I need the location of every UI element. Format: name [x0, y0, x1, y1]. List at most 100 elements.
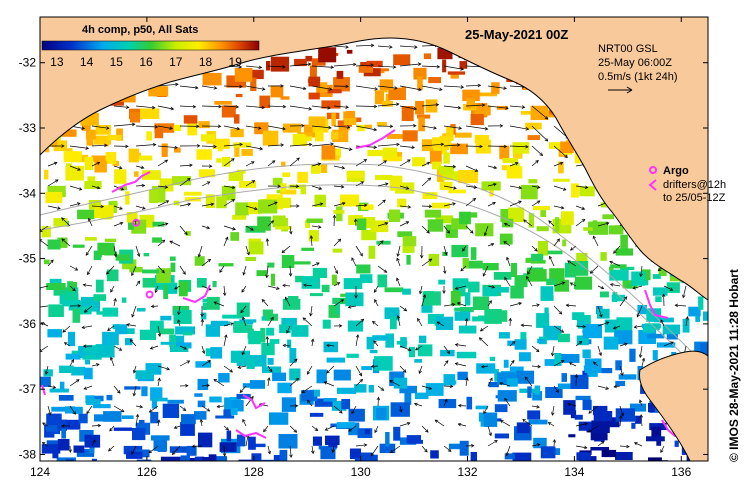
- current-vector: [131, 265, 137, 276]
- sst-patch: [201, 134, 215, 142]
- current-vector: [399, 345, 411, 351]
- current-vector-head: [482, 272, 486, 277]
- current-vector-head: [328, 87, 333, 91]
- current-vector-head: [140, 165, 145, 170]
- current-vector: [179, 345, 187, 350]
- colorbar-ticks: 13 14 15 16 17 18 19: [50, 55, 242, 69]
- current-vector: [214, 301, 225, 307]
- sst-patch: [68, 331, 76, 347]
- sst-patch: [615, 248, 633, 256]
- sst-patch: [103, 411, 122, 422]
- current-vector-head: [562, 187, 567, 191]
- current-vector: [443, 125, 462, 129]
- sst-patch: [248, 241, 264, 255]
- sst-patch: [182, 331, 193, 336]
- current-vector: [610, 283, 621, 287]
- current-vector-head: [473, 185, 478, 189]
- current-vector: [373, 285, 379, 293]
- current-vector: [148, 445, 159, 454]
- current-vector-head: [225, 236, 229, 241]
- current-vector-head: [384, 182, 389, 186]
- current-vector-head: [682, 294, 686, 299]
- current-vector: [443, 165, 456, 168]
- sst-patch: [234, 114, 240, 124]
- sst-patch: [78, 346, 89, 359]
- current-vector: [40, 225, 49, 232]
- sst-patch: [47, 185, 66, 198]
- current-vector-head: [484, 127, 489, 131]
- current-vector-head: [589, 270, 594, 274]
- current-vector-head: [503, 222, 508, 227]
- drifter-track: [644, 289, 669, 319]
- sst-patch: [574, 281, 582, 289]
- current-vector: [590, 265, 599, 274]
- current-vector-head: [436, 321, 441, 325]
- current-vector: [377, 385, 384, 391]
- sst-patch: [430, 150, 442, 164]
- current-vector: [575, 185, 588, 188]
- sst-patch: [533, 437, 547, 449]
- sst-patch: [196, 149, 212, 160]
- current-vector: [333, 405, 343, 414]
- current-vector-head: [424, 448, 428, 453]
- current-vector: [47, 259, 54, 267]
- current-vector-head: [296, 157, 300, 161]
- current-vector-head: [199, 418, 204, 423]
- sst-patch: [218, 373, 230, 383]
- current-vector: [396, 277, 401, 287]
- sst-patch: [483, 412, 498, 427]
- current-vector-head: [457, 403, 462, 408]
- current-vector-head: [550, 352, 555, 357]
- current-vector: [553, 162, 563, 167]
- sst-patch: [347, 320, 364, 332]
- land-mass: [40, 17, 708, 301]
- sst-patch: [549, 268, 565, 281]
- current-vector-head: [340, 299, 345, 303]
- current-vector: [399, 185, 409, 190]
- sst-patch: [631, 271, 646, 286]
- sst-patch: [478, 92, 498, 97]
- sst-patch: [121, 415, 134, 419]
- sst-patch: [376, 240, 391, 245]
- sst-patch: [438, 279, 446, 285]
- current-vector-head: [85, 146, 90, 150]
- current-vector-head: [231, 158, 235, 162]
- sst-patch: [448, 189, 466, 194]
- sst-patch: [356, 218, 367, 230]
- current-vector-head: [82, 283, 87, 287]
- current-vector-head: [584, 185, 589, 190]
- current-vector-head: [506, 256, 510, 261]
- current-vector: [107, 325, 115, 331]
- sst-patch: [440, 349, 455, 357]
- current-vector: [351, 257, 357, 267]
- sst-patch: [153, 437, 168, 451]
- current-vector: [481, 365, 489, 368]
- sst-patch: [236, 169, 246, 174]
- current-vector: [240, 305, 247, 313]
- current-vector: [62, 325, 71, 333]
- sst-patch: [531, 253, 544, 261]
- current-vector: [69, 359, 74, 367]
- sst-patch: [280, 189, 297, 195]
- sst-patch: [282, 123, 302, 133]
- current-vector-head: [374, 299, 378, 303]
- current-vector: [460, 265, 467, 272]
- sst-patch: [76, 448, 95, 457]
- float-legend: Argo drifters@12h to 25/05-12Z: [648, 165, 726, 204]
- current-vector-head: [154, 125, 159, 129]
- current-vector: [421, 445, 428, 453]
- current-vector: [267, 160, 276, 167]
- sst-patch: [104, 251, 118, 256]
- sst-patch: [202, 72, 222, 86]
- current-vector-head: [514, 162, 519, 166]
- current-vector: [83, 284, 93, 287]
- current-vector-head: [258, 65, 263, 70]
- current-vector-head: [141, 183, 146, 188]
- sst-patch: [316, 369, 327, 384]
- current-vector: [487, 202, 496, 207]
- sst-patch: [514, 275, 528, 288]
- current-vector-head: [182, 271, 186, 275]
- current-vector: [311, 163, 321, 167]
- y-tick-label: -38: [19, 447, 37, 461]
- sst-patch: [695, 315, 701, 322]
